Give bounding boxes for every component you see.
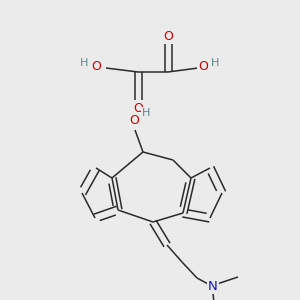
- Text: O: O: [129, 113, 139, 127]
- Text: H: H: [142, 108, 150, 118]
- Text: N: N: [208, 280, 218, 293]
- Text: O: O: [133, 101, 143, 115]
- Text: H: H: [211, 58, 219, 68]
- Text: O: O: [91, 61, 101, 74]
- Text: O: O: [198, 61, 208, 74]
- Text: O: O: [163, 29, 173, 43]
- Text: H: H: [80, 58, 88, 68]
